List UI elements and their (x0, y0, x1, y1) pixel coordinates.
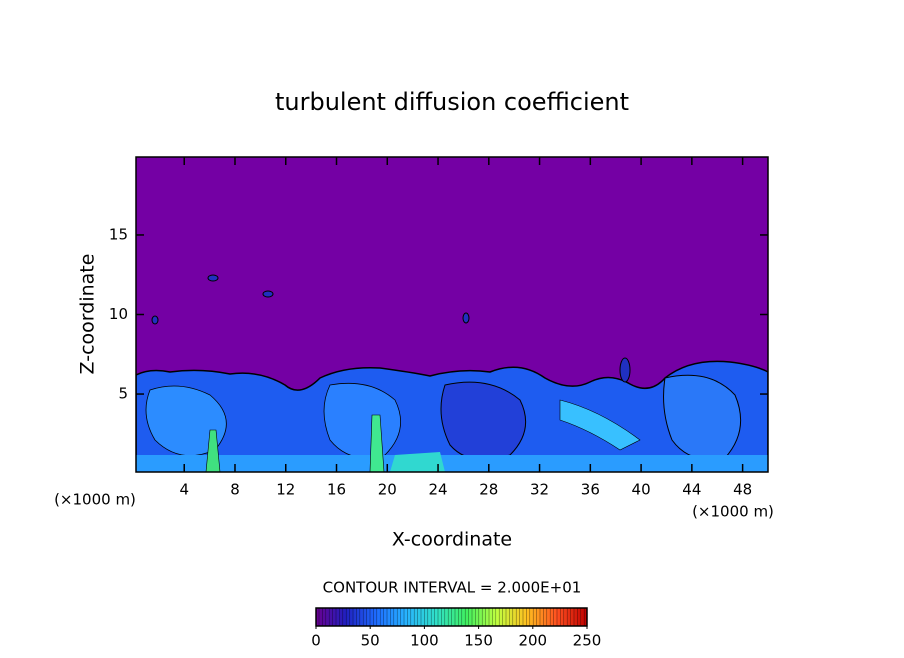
x-tick-label: 44 (682, 481, 701, 499)
colorbar-tick-label: 50 (361, 632, 380, 650)
x-tick-label: 36 (581, 481, 600, 499)
x-tick-label: 20 (378, 481, 397, 499)
x-tick-label: 16 (327, 481, 346, 499)
x-tick-label: 12 (276, 481, 295, 499)
x-tick-label: 48 (733, 481, 752, 499)
chart-title: turbulent diffusion coefficient (275, 88, 629, 116)
colorbar-tick-label: 0 (311, 632, 321, 650)
x-tick-label: 40 (632, 481, 651, 499)
y-tick-label: 15 (109, 225, 128, 243)
x-axis-label: X-coordinate (392, 529, 512, 551)
x-tick-label: 32 (530, 481, 549, 499)
y-tick-label: 5 (118, 385, 128, 403)
x-unit-label: (×1000 m) (692, 503, 774, 521)
y-axis-label: Z-coordinate (77, 254, 99, 375)
x-tick-label: 8 (230, 481, 240, 499)
colorbar-tick-label: 200 (518, 632, 547, 650)
x-tick-label: 28 (479, 481, 498, 499)
contour-field (136, 157, 768, 472)
y-unit-label: (×1000 m) (54, 491, 136, 509)
colorbar-tick-label: 250 (573, 632, 602, 650)
x-tick-label: 24 (428, 481, 447, 499)
contour-interval: CONTOUR INTERVAL = 2.000E+01 (323, 579, 582, 597)
colorbar-tick-label: 100 (410, 632, 439, 650)
x-tick-label: 4 (179, 481, 189, 499)
y-tick-label: 10 (109, 305, 128, 323)
colorbar-tick-label: 150 (464, 632, 493, 650)
